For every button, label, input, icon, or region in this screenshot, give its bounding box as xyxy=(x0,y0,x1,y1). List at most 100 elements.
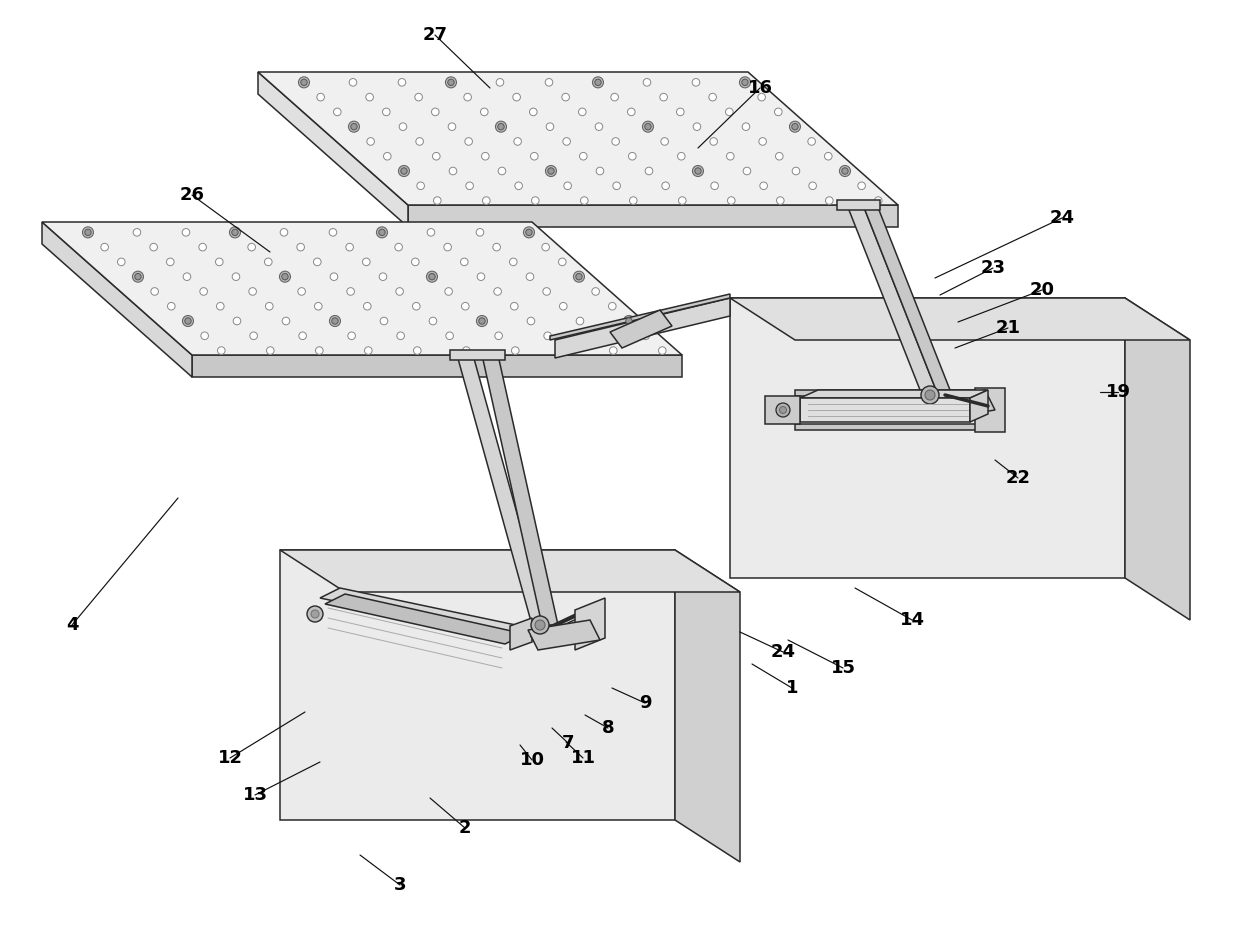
Circle shape xyxy=(398,166,409,176)
Circle shape xyxy=(249,332,258,339)
Circle shape xyxy=(365,347,372,354)
Circle shape xyxy=(692,166,703,176)
Circle shape xyxy=(495,332,502,339)
Circle shape xyxy=(216,258,223,266)
Circle shape xyxy=(645,168,652,175)
Circle shape xyxy=(527,317,534,325)
Polygon shape xyxy=(847,205,937,395)
Polygon shape xyxy=(510,618,532,650)
Circle shape xyxy=(367,138,374,145)
Circle shape xyxy=(311,610,319,618)
Circle shape xyxy=(692,78,699,86)
Circle shape xyxy=(446,332,454,339)
Circle shape xyxy=(481,153,489,160)
Circle shape xyxy=(562,93,569,101)
Circle shape xyxy=(267,347,274,354)
Circle shape xyxy=(232,273,239,281)
Circle shape xyxy=(184,273,191,281)
Circle shape xyxy=(492,243,501,251)
Circle shape xyxy=(182,229,190,236)
Text: 9: 9 xyxy=(639,694,651,712)
Circle shape xyxy=(531,616,549,634)
Circle shape xyxy=(792,123,799,130)
Circle shape xyxy=(709,93,717,101)
Text: 1: 1 xyxy=(786,679,799,697)
Circle shape xyxy=(760,182,768,189)
Circle shape xyxy=(575,273,582,280)
Circle shape xyxy=(448,79,454,86)
Text: 3: 3 xyxy=(394,876,407,894)
Circle shape xyxy=(529,108,537,116)
Circle shape xyxy=(613,182,620,189)
Circle shape xyxy=(476,316,487,327)
Circle shape xyxy=(629,153,636,160)
Text: 23: 23 xyxy=(981,259,1006,277)
Circle shape xyxy=(624,316,635,327)
Circle shape xyxy=(248,243,255,251)
Circle shape xyxy=(790,122,801,132)
Polygon shape xyxy=(610,310,672,348)
Circle shape xyxy=(526,229,532,236)
Circle shape xyxy=(678,197,686,204)
Circle shape xyxy=(412,258,419,266)
Polygon shape xyxy=(730,298,1190,340)
Polygon shape xyxy=(863,205,952,395)
Circle shape xyxy=(348,332,356,339)
Circle shape xyxy=(662,182,670,189)
Circle shape xyxy=(399,122,407,131)
Circle shape xyxy=(511,347,520,354)
Circle shape xyxy=(642,122,653,132)
Circle shape xyxy=(301,79,308,86)
Circle shape xyxy=(542,243,549,251)
Circle shape xyxy=(543,287,551,295)
Circle shape xyxy=(775,108,782,116)
Circle shape xyxy=(366,93,373,101)
Circle shape xyxy=(743,122,750,131)
Circle shape xyxy=(577,317,584,325)
Circle shape xyxy=(481,108,489,116)
Circle shape xyxy=(630,197,637,204)
Text: 24: 24 xyxy=(770,643,796,661)
Circle shape xyxy=(330,316,341,327)
Circle shape xyxy=(348,122,360,132)
Circle shape xyxy=(377,227,387,237)
Circle shape xyxy=(694,168,701,174)
Circle shape xyxy=(497,123,505,130)
Circle shape xyxy=(711,182,718,189)
Circle shape xyxy=(482,197,490,204)
Circle shape xyxy=(627,108,635,116)
Circle shape xyxy=(332,317,339,324)
Circle shape xyxy=(609,302,616,310)
Circle shape xyxy=(477,273,485,281)
Circle shape xyxy=(167,302,175,310)
Circle shape xyxy=(347,287,355,295)
Circle shape xyxy=(925,390,935,400)
Circle shape xyxy=(429,317,436,325)
Circle shape xyxy=(460,258,469,266)
Circle shape xyxy=(466,182,474,189)
Circle shape xyxy=(350,78,357,86)
Circle shape xyxy=(780,407,786,414)
Text: 22: 22 xyxy=(1006,469,1030,487)
Circle shape xyxy=(725,108,733,116)
Polygon shape xyxy=(280,550,740,592)
Text: 13: 13 xyxy=(243,786,268,804)
Circle shape xyxy=(775,153,784,160)
Circle shape xyxy=(185,317,191,324)
Circle shape xyxy=(546,166,557,176)
Polygon shape xyxy=(800,398,970,422)
Polygon shape xyxy=(575,598,605,650)
Circle shape xyxy=(644,78,651,86)
Circle shape xyxy=(383,153,391,160)
Circle shape xyxy=(465,138,472,145)
Circle shape xyxy=(792,168,800,175)
Text: 26: 26 xyxy=(180,186,205,204)
Circle shape xyxy=(532,197,539,204)
Circle shape xyxy=(398,78,405,86)
Text: 20: 20 xyxy=(1029,281,1054,299)
Circle shape xyxy=(660,93,667,101)
Polygon shape xyxy=(258,72,898,205)
Polygon shape xyxy=(975,388,1004,432)
Polygon shape xyxy=(450,350,505,360)
Circle shape xyxy=(826,197,833,204)
